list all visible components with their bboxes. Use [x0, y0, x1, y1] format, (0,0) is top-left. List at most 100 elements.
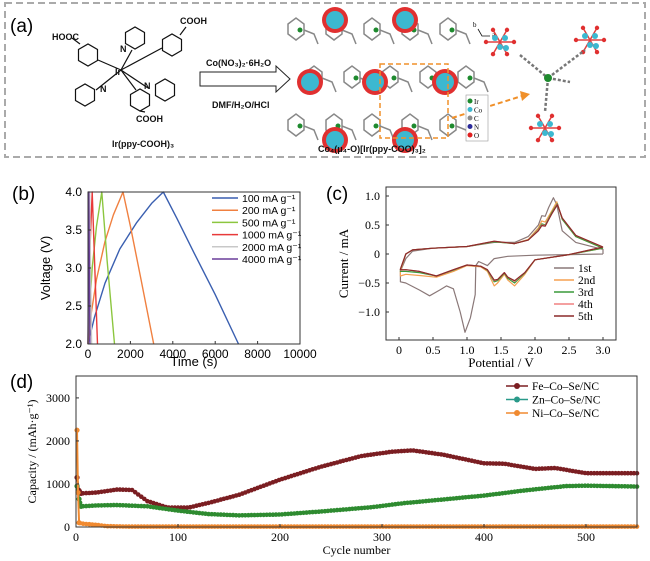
coordination-structure	[483, 25, 607, 143]
panel-a-label: (a)	[10, 16, 33, 37]
oxygen-atom	[490, 27, 496, 33]
iridium-atom	[467, 75, 473, 81]
y-axis-label: Voltage (V)	[38, 236, 53, 300]
series-line-3	[399, 202, 604, 284]
y-tick-label: 0	[374, 247, 380, 261]
linker-ring	[363, 17, 395, 45]
y-tick-label: 2000	[46, 434, 70, 448]
iridium-atom	[297, 123, 303, 129]
zoom-arrow-icon	[451, 94, 526, 119]
series-line-1	[87, 191, 240, 345]
iridium-label: Ir	[115, 67, 122, 77]
data-point-3	[75, 489, 81, 496]
cobalt-cluster-core	[326, 131, 344, 149]
oxygen-atom	[535, 137, 541, 143]
oxygen-atom	[504, 27, 510, 33]
nitrogen-label-3: N	[144, 81, 151, 91]
phenyl-ring	[161, 33, 183, 57]
co-o-bond	[537, 127, 546, 141]
nitrogen-label-1: N	[120, 44, 127, 54]
bond-line	[139, 110, 146, 113]
legend-marker-3	[514, 410, 520, 416]
iridium-atom	[297, 27, 303, 33]
iridium-atom	[391, 75, 397, 81]
bond-line	[179, 26, 187, 36]
cobalt-atom	[503, 45, 509, 51]
x-tick-label: 2000	[117, 347, 144, 361]
oxygen-atom	[511, 39, 517, 45]
series-line-1	[399, 197, 604, 333]
chart-d: 0 100 200 300 400 500 0 1000 2000 3000 Cycle numbe…	[25, 375, 640, 557]
ligand-structure	[71, 26, 187, 113]
ligand-chain	[547, 76, 571, 84]
series-line-2	[399, 201, 604, 287]
iridium-atom	[411, 123, 417, 129]
ligand-chain	[543, 77, 550, 113]
legend-label-4: 1000 mA g⁻¹	[242, 230, 302, 242]
crystal-axes-icon	[477, 28, 490, 37]
oxygen-atom	[556, 125, 562, 131]
atom-legend-label: N	[474, 124, 479, 132]
plot-frame	[75, 375, 638, 528]
axis-a-label: a	[492, 31, 496, 39]
cobalt-cluster-core	[396, 11, 414, 29]
legend-label-6: 4000 mA g⁻¹	[242, 254, 302, 266]
oxygen-atom	[594, 49, 600, 55]
cobalt-atom	[497, 44, 503, 50]
series-line-5	[399, 204, 604, 282]
legend-label-5: 2000 mA g⁻¹	[242, 242, 302, 254]
legend-label-1: Fe–Co–Se/NC	[532, 381, 599, 393]
cooh-bottom-label: COOH	[136, 114, 163, 124]
x-tick-label: 8000	[244, 347, 271, 361]
x-tick-label: 200	[271, 530, 289, 544]
bond-line	[95, 69, 122, 91]
x-tick-label: 1.5	[494, 343, 509, 357]
data-point-3	[74, 427, 80, 433]
panel-b-label: (b)	[12, 184, 35, 205]
legend-label-1: 100 mA g⁻¹	[242, 193, 296, 205]
x-tick-label: 100	[169, 530, 187, 544]
y-tick-label: 0	[64, 520, 70, 534]
cobalt-atom	[502, 35, 508, 41]
atom-legend-marker	[467, 115, 473, 121]
reagent-top: Co(NO₃)₂·6H₂O	[206, 58, 271, 68]
iridium-atom	[544, 74, 552, 82]
cobalt-atom	[492, 35, 498, 41]
y-tick-label: 3.0	[65, 261, 82, 275]
x-tick-label: 300	[373, 530, 391, 544]
linker-ring	[439, 17, 471, 45]
cobalt-cluster-core	[396, 131, 414, 149]
oxygen-atom	[528, 125, 534, 131]
arrowhead-icon	[520, 91, 530, 101]
iridium-atom	[449, 123, 455, 129]
y-tick-label: 0.5	[365, 218, 380, 232]
oxygen-atom	[504, 51, 510, 57]
series-line-2	[87, 191, 155, 345]
oxygen-atom	[490, 51, 496, 57]
ligand-chain	[519, 54, 549, 79]
pyridine-ring	[74, 83, 96, 107]
data-point-2	[78, 503, 84, 509]
panel-a: (a) HOOC COOH COOH Ir N N N Ir(ppy-COOH)…	[4, 2, 646, 158]
oxygen-atom	[483, 39, 489, 45]
oxygen-atom	[601, 37, 607, 43]
cobalt-cluster-core	[436, 73, 454, 91]
cooh-top-label: COOH	[180, 16, 207, 26]
legend-label-2: 2nd	[578, 275, 596, 287]
y-tick-label: −0.5	[358, 276, 380, 290]
legend-label-3: Ni–Co–Se/NC	[532, 408, 599, 420]
linker-ring	[363, 113, 395, 141]
linker-ring	[287, 17, 319, 45]
cobalt-atom	[547, 121, 553, 127]
cobalt-atom	[548, 131, 554, 137]
co-o-bond	[492, 41, 501, 55]
legend-marker-1	[514, 383, 520, 389]
legend-label-2: 200 mA g⁻¹	[242, 205, 296, 217]
x-tick-label: 1.0	[460, 343, 475, 357]
data-point-3	[76, 520, 82, 526]
y-tick-label: 4.0	[65, 185, 82, 199]
legend-label-3: 3rd	[578, 287, 594, 299]
x-tick-label: 3.0	[596, 343, 611, 357]
x-tick-label: 0	[73, 530, 79, 544]
atom-legend-label: O	[474, 132, 479, 140]
